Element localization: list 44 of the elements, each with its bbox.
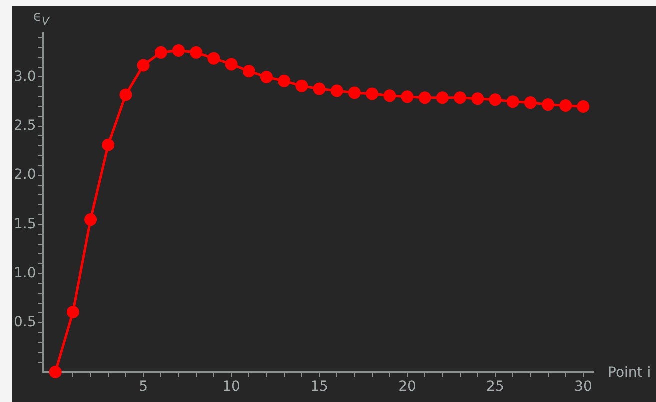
point [296, 80, 308, 92]
y-tick-label: 0.5 [14, 314, 36, 331]
x-tick-label: 30 [574, 379, 592, 396]
point [330, 84, 344, 98]
point [137, 59, 150, 72]
point [66, 306, 80, 318]
y-tick-label: 1.0 [14, 266, 36, 282]
point [436, 92, 449, 104]
point [506, 96, 520, 108]
point [577, 100, 590, 113]
y-tick-label: 3.0 [14, 68, 36, 85]
point [454, 92, 467, 104]
point [384, 90, 396, 102]
point [49, 366, 62, 378]
point [102, 138, 115, 152]
point [208, 52, 220, 65]
point [348, 86, 361, 100]
point [190, 46, 203, 59]
point [313, 82, 326, 96]
point [84, 214, 98, 226]
point [154, 46, 168, 59]
x-tick-label: 10 [222, 379, 240, 396]
point [560, 100, 572, 112]
y-tick-label: 2.0 [14, 167, 36, 184]
x-tick-label: 15 [310, 379, 328, 396]
x-axis-title: Point i [608, 365, 652, 382]
point [172, 44, 185, 57]
point [418, 92, 432, 104]
point [278, 74, 291, 88]
x-tick-label: 25 [486, 379, 504, 396]
y-tick-label: 2.5 [14, 118, 36, 134]
x-tick-label: 20 [398, 379, 416, 396]
point [225, 58, 238, 71]
x-tick-label: 5 [139, 379, 148, 396]
point [120, 88, 132, 102]
point [524, 96, 537, 110]
point [260, 70, 273, 84]
point [401, 90, 414, 104]
point [242, 65, 256, 78]
point [542, 98, 554, 112]
y-tick-label: 1.5 [14, 216, 36, 232]
point [489, 94, 502, 106]
point [366, 88, 379, 100]
point [472, 92, 484, 106]
